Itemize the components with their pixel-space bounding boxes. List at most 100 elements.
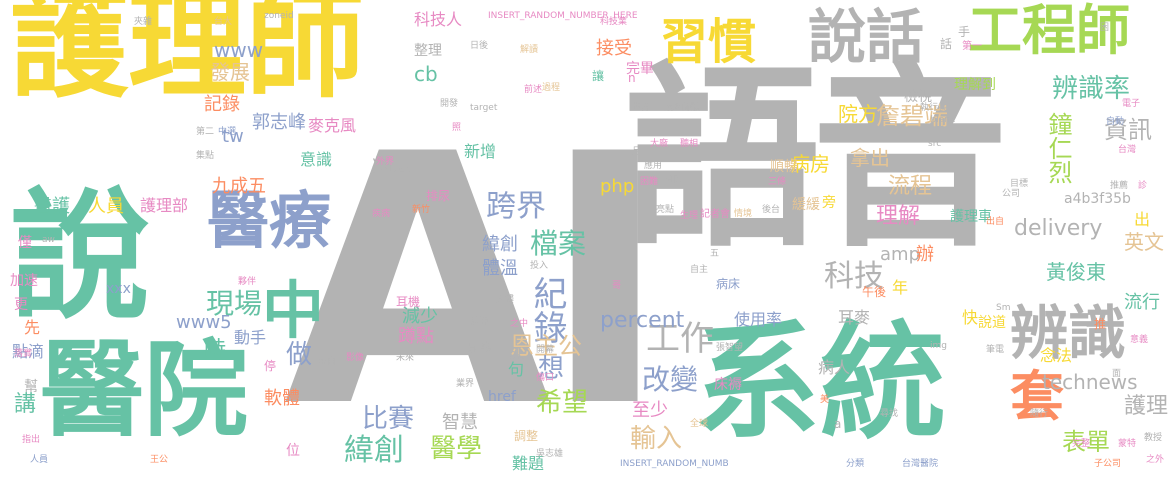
word: 新竹: [412, 205, 431, 215]
word: 英文: [1124, 230, 1164, 254]
word: 新增: [464, 142, 497, 161]
word: 跨界: [486, 189, 546, 224]
word: 辨識率: [1052, 74, 1131, 104]
word: 分類: [846, 459, 865, 469]
word: 解讀: [520, 45, 539, 55]
word: 緯創: [344, 433, 404, 468]
word: 病房: [790, 152, 830, 176]
word: 護理部: [140, 196, 189, 215]
word: 讓: [592, 69, 605, 83]
word: 落實: [14, 349, 33, 359]
word: 美: [820, 395, 830, 405]
word: zoneid: [264, 11, 294, 21]
word: target: [470, 103, 498, 113]
word: 緯創: [482, 234, 518, 255]
word: INSERT_RANDOM_NUMBER_HERE: [488, 11, 638, 21]
word: 三條: [768, 177, 787, 187]
word: 子公司: [1094, 459, 1122, 469]
word: 接受: [596, 38, 632, 59]
word: 診: [1138, 181, 1148, 191]
word: 說: [10, 176, 151, 339]
word: 中選: [218, 127, 237, 137]
word: 檔案: [530, 227, 587, 260]
word: 人員: [88, 196, 124, 217]
word: 資訊: [1104, 116, 1152, 144]
word: 蒙特: [1118, 439, 1137, 449]
word: 王公: [150, 455, 169, 465]
word: 話: [940, 37, 953, 51]
word: 意義: [1130, 335, 1149, 345]
word: 投入: [530, 261, 549, 271]
word: 輸入: [630, 424, 683, 454]
word: 詹碧端: [876, 102, 948, 130]
word: 病人: [818, 358, 851, 377]
word: 台灣: [1118, 145, 1137, 155]
word: 辨識: [1010, 299, 1127, 367]
word: 智慧: [442, 412, 478, 433]
word: php: [600, 176, 635, 197]
word: 張智望: [716, 343, 744, 353]
word: 護理師: [10, 0, 365, 114]
word: 醫院: [40, 329, 249, 451]
word: aw: [42, 235, 55, 245]
word: 郭志峰: [252, 112, 306, 133]
word: src: [928, 139, 942, 149]
word: 自動: [1106, 117, 1125, 127]
word: 減少: [402, 306, 438, 327]
word: 拿出: [850, 146, 890, 170]
word: 疾病: [372, 209, 391, 219]
word: 科技: [824, 259, 884, 294]
word: 位: [286, 443, 300, 459]
word: 台大: [214, 17, 233, 27]
word: 加速: [10, 273, 38, 289]
word: 九成五: [212, 176, 266, 197]
word: 執行長: [920, 103, 948, 113]
word: 護理: [1124, 394, 1169, 419]
word: 聽相: [680, 139, 699, 149]
word: 大樓: [496, 295, 515, 305]
word: 大廠: [650, 139, 669, 149]
word: 使用率: [734, 310, 783, 329]
word: technews: [1042, 370, 1138, 394]
word: 系統: [694, 309, 946, 456]
word: 麥克風: [308, 116, 357, 135]
word: 世界: [632, 103, 651, 113]
word: delivery: [1014, 216, 1103, 241]
word: 耳機: [396, 295, 421, 309]
word: 外界: [376, 157, 395, 167]
word: 語音: [624, 46, 1008, 274]
word: 理解: [876, 204, 921, 229]
word: 過程: [542, 83, 561, 93]
word: 幫: [24, 379, 38, 395]
word: n: [628, 71, 636, 85]
word: 記錄: [204, 94, 240, 115]
word: cb: [414, 62, 438, 86]
word: 醫療: [207, 184, 332, 257]
word: 病患: [372, 152, 412, 176]
word: 人員: [30, 455, 49, 465]
word: 床褥: [714, 377, 742, 393]
word: 說道: [978, 315, 1006, 331]
word: 醫護: [34, 196, 70, 217]
word: 完畢: [626, 61, 654, 77]
word: 全球: [690, 419, 709, 429]
word: 月: [632, 147, 642, 157]
word: amp: [880, 244, 920, 265]
word: tw: [222, 126, 244, 147]
word: 年: [892, 278, 909, 297]
word: 工作: [646, 319, 714, 359]
word: href: [488, 389, 516, 405]
word: 理解到: [954, 77, 996, 93]
word: 面: [1112, 369, 1122, 379]
word: 醫學: [430, 434, 483, 464]
word: 流程: [888, 174, 933, 199]
word: 比賽: [362, 404, 415, 434]
word: 調整: [514, 429, 539, 443]
word: 台灣醫院: [902, 459, 939, 469]
word: 整理: [414, 43, 442, 59]
word: 至少: [632, 400, 668, 421]
word: 之外: [1146, 455, 1165, 465]
word: 恩主公: [510, 332, 582, 360]
word: 套: [1010, 365, 1064, 428]
